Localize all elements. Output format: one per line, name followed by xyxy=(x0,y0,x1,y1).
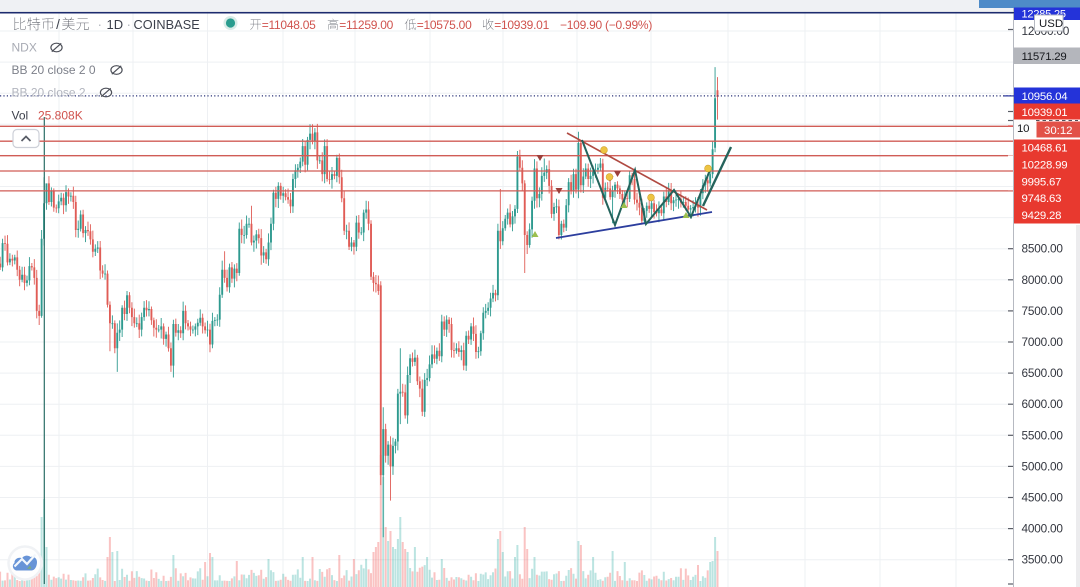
svg-text:10939.01: 10939.01 xyxy=(1022,107,1068,119)
svg-text:/: / xyxy=(56,17,60,32)
svg-text:30:12: 30:12 xyxy=(1044,125,1073,137)
svg-text:BB 20 close 2: BB 20 close 2 xyxy=(12,86,86,100)
svg-text:=10575.00: =10575.00 xyxy=(417,18,472,32)
svg-text:NDX: NDX xyxy=(12,40,37,54)
svg-text:10468.61: 10468.61 xyxy=(1022,143,1068,155)
svg-text:5000.00: 5000.00 xyxy=(1022,459,1064,473)
svg-text:8500.00: 8500.00 xyxy=(1022,242,1064,256)
svg-text:·: · xyxy=(98,17,103,32)
svg-text:9429.28: 9429.28 xyxy=(1022,210,1062,222)
svg-text:8000.00: 8000.00 xyxy=(1022,273,1064,287)
svg-text:7500.00: 7500.00 xyxy=(1022,304,1064,318)
svg-text:9748.63: 9748.63 xyxy=(1022,193,1062,205)
svg-text:=11259.00: =11259.00 xyxy=(339,18,393,32)
svg-text:9995.67: 9995.67 xyxy=(1022,176,1062,188)
svg-text:6500.00: 6500.00 xyxy=(1022,366,1064,380)
svg-text:3500.00: 3500.00 xyxy=(1022,553,1064,567)
svg-text:=10939.01: =10939.01 xyxy=(494,18,549,32)
svg-text:5500.00: 5500.00 xyxy=(1022,428,1064,442)
svg-text:10228.99: 10228.99 xyxy=(1022,160,1068,172)
svg-text:4000.00: 4000.00 xyxy=(1022,522,1064,536)
svg-text:−109.90 (−0.99%): −109.90 (−0.99%) xyxy=(560,18,652,32)
svg-text:4500.00: 4500.00 xyxy=(1022,491,1064,505)
svg-text:USD: USD xyxy=(1039,18,1063,30)
svg-text:7000.00: 7000.00 xyxy=(1022,335,1064,349)
svg-text:=11048.05: =11048.05 xyxy=(262,18,316,32)
svg-text:BB 20 close 2 0: BB 20 close 2 0 xyxy=(12,63,96,77)
svg-text:25.808K: 25.808K xyxy=(38,108,83,122)
svg-text:Vol: Vol xyxy=(12,108,29,122)
svg-text:6000.00: 6000.00 xyxy=(1022,397,1064,411)
svg-text:1D: 1D xyxy=(107,17,124,32)
svg-text:10956.04: 10956.04 xyxy=(1022,91,1068,103)
svg-text:11571.29: 11571.29 xyxy=(1022,51,1067,63)
svg-text:·: · xyxy=(127,17,132,32)
svg-text:COINBASE: COINBASE xyxy=(134,18,200,32)
svg-text:10: 10 xyxy=(1017,123,1029,135)
